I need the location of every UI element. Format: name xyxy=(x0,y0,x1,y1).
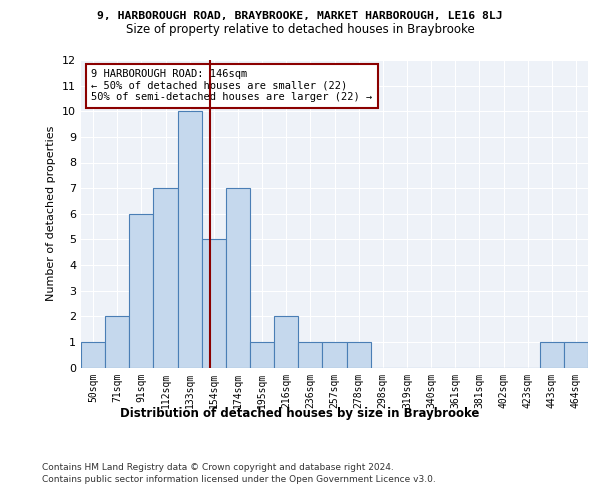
Text: Contains public sector information licensed under the Open Government Licence v3: Contains public sector information licen… xyxy=(42,475,436,484)
Bar xyxy=(202,240,226,368)
Bar xyxy=(226,188,250,368)
Bar xyxy=(540,342,564,367)
Text: 9 HARBOROUGH ROAD: 146sqm
← 50% of detached houses are smaller (22)
50% of semi-: 9 HARBOROUGH ROAD: 146sqm ← 50% of detac… xyxy=(91,69,373,102)
Text: Contains HM Land Registry data © Crown copyright and database right 2024.: Contains HM Land Registry data © Crown c… xyxy=(42,462,394,471)
Text: Size of property relative to detached houses in Braybrooke: Size of property relative to detached ho… xyxy=(125,22,475,36)
Bar xyxy=(129,214,154,368)
Bar xyxy=(274,316,298,368)
Bar xyxy=(298,342,322,367)
Bar xyxy=(154,188,178,368)
Bar xyxy=(322,342,347,367)
Bar xyxy=(347,342,371,367)
Bar xyxy=(250,342,274,367)
Y-axis label: Number of detached properties: Number of detached properties xyxy=(46,126,56,302)
Bar xyxy=(178,112,202,368)
Text: Distribution of detached houses by size in Braybrooke: Distribution of detached houses by size … xyxy=(121,408,479,420)
Text: 9, HARBOROUGH ROAD, BRAYBROOKE, MARKET HARBOROUGH, LE16 8LJ: 9, HARBOROUGH ROAD, BRAYBROOKE, MARKET H… xyxy=(97,11,503,21)
Bar xyxy=(81,342,105,367)
Bar xyxy=(564,342,588,367)
Bar xyxy=(105,316,129,368)
